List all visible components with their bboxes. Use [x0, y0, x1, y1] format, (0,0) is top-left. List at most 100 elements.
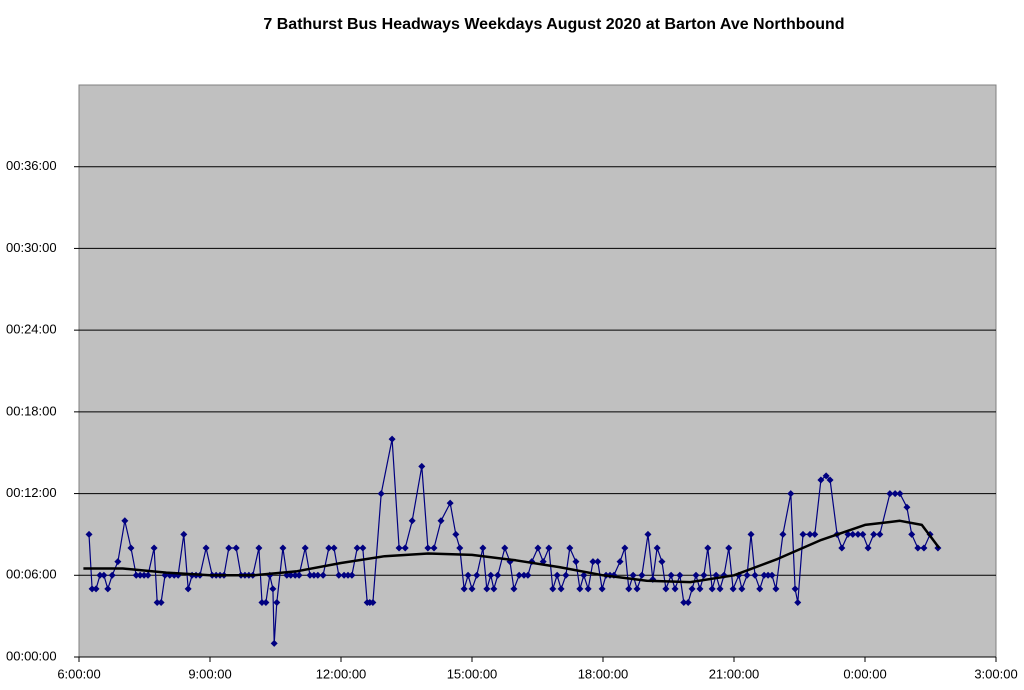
data-point	[806, 530, 814, 538]
data-point	[671, 585, 679, 593]
y-tick-label: 00:36:00	[6, 158, 57, 173]
data-point	[262, 599, 270, 607]
data-point	[903, 503, 911, 511]
data-point	[876, 530, 884, 538]
data-point	[132, 571, 140, 579]
data-point	[295, 571, 303, 579]
data-point	[811, 530, 819, 538]
data-point	[325, 544, 333, 552]
data-point	[153, 599, 161, 607]
data-point	[920, 544, 928, 552]
data-point	[301, 544, 309, 552]
data-point	[644, 530, 652, 538]
data-point	[430, 544, 438, 552]
data-point	[557, 585, 565, 593]
data-point	[891, 490, 899, 498]
data-point	[255, 544, 263, 552]
data-point	[908, 530, 916, 538]
data-point	[184, 585, 192, 593]
data-point	[667, 571, 675, 579]
data-point	[684, 599, 692, 607]
data-point	[772, 585, 780, 593]
data-point	[418, 462, 426, 470]
data-point	[725, 544, 733, 552]
x-tick-label: 3:00:00	[974, 666, 1017, 681]
data-point	[886, 490, 894, 498]
data-point	[696, 585, 704, 593]
data-point	[768, 571, 776, 579]
data-point	[822, 472, 830, 480]
data-point	[708, 585, 716, 593]
data-point	[96, 571, 104, 579]
data-point	[704, 544, 712, 552]
data-point	[729, 585, 737, 593]
data-point	[92, 585, 100, 593]
data-point	[114, 558, 122, 566]
data-point	[225, 544, 233, 552]
data-point	[437, 517, 445, 525]
data-point	[353, 544, 361, 552]
data-point	[100, 571, 108, 579]
data-point	[520, 571, 528, 579]
data-point	[287, 571, 295, 579]
data-point	[273, 599, 281, 607]
data-point	[452, 530, 460, 538]
data-point	[633, 585, 641, 593]
series-line	[83, 519, 941, 584]
data-point	[85, 530, 93, 538]
data-point	[335, 571, 343, 579]
data-point	[121, 517, 129, 525]
y-tick-label: 00:06:00	[6, 567, 57, 582]
data-point	[764, 571, 772, 579]
data-point	[738, 585, 746, 593]
data-point	[202, 544, 210, 552]
data-point	[743, 571, 751, 579]
data-point	[598, 585, 606, 593]
data-point	[510, 585, 518, 593]
data-point	[490, 585, 498, 593]
data-point	[576, 585, 584, 593]
data-point	[306, 571, 314, 579]
data-point	[468, 585, 476, 593]
data-point	[127, 544, 135, 552]
data-point	[756, 585, 764, 593]
data-point	[716, 585, 724, 593]
data-point	[589, 558, 597, 566]
data-point	[348, 571, 356, 579]
data-point	[515, 571, 523, 579]
y-tick-label: 00:30:00	[6, 240, 57, 255]
data-point	[859, 530, 867, 538]
data-point	[344, 571, 352, 579]
data-point	[136, 571, 144, 579]
data-point	[676, 571, 684, 579]
plot-area	[78, 84, 997, 658]
data-point	[799, 530, 807, 538]
data-point	[625, 585, 633, 593]
data-point	[870, 530, 878, 538]
data-point	[653, 544, 661, 552]
data-point	[279, 544, 287, 552]
data-point	[369, 599, 377, 607]
data-point	[572, 558, 580, 566]
data-point	[817, 476, 825, 484]
data-point	[638, 571, 646, 579]
chart-title: 7 Bathurst Bus Headways Weekdays August …	[263, 16, 844, 33]
data-point	[594, 558, 602, 566]
data-point	[779, 530, 787, 538]
data-point	[794, 599, 802, 607]
x-tick-label: 21:00:00	[709, 666, 760, 681]
data-point	[424, 544, 432, 552]
data-point	[401, 544, 409, 552]
data-point	[395, 544, 403, 552]
data-point	[864, 544, 872, 552]
data-point	[787, 490, 795, 498]
data-point	[629, 571, 637, 579]
data-point	[340, 571, 348, 579]
data-point	[258, 599, 266, 607]
data-point	[616, 558, 624, 566]
data-point	[359, 544, 367, 552]
data-point	[553, 571, 561, 579]
data-point	[377, 490, 385, 498]
data-point	[580, 571, 588, 579]
